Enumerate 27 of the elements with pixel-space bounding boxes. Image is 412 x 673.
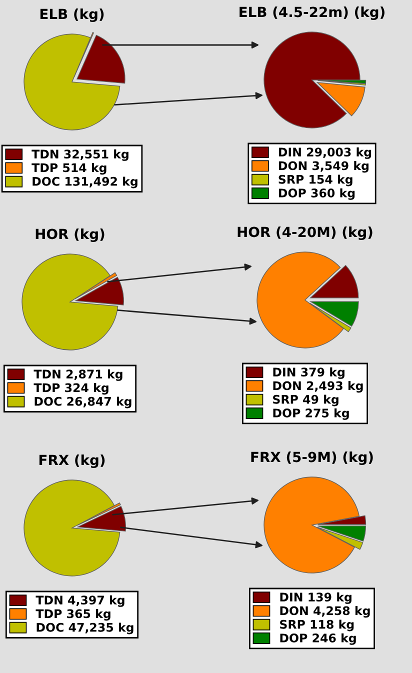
legend-label: DOP 246 kg xyxy=(280,633,356,645)
legend-label: SRP 154 kg xyxy=(278,174,352,186)
legend-label: TDP 324 kg xyxy=(34,383,108,395)
legend-label: SRP 118 kg xyxy=(280,620,354,632)
chart-title: HOR (kg) xyxy=(36,228,104,242)
chart-title: HOR (4-20M) (kg) xyxy=(238,226,372,240)
legend-label: DIN 139 kg xyxy=(280,592,352,604)
legend-label: TDN 2,871 kg xyxy=(34,369,122,381)
legend-label: DOC 47,235 kg xyxy=(36,622,134,634)
legend-label: DOP 360 kg xyxy=(278,188,355,200)
chart-title: ELB (kg) xyxy=(40,8,104,22)
legend-label: SRP 49 kg xyxy=(273,394,338,406)
legend-label: TDP 365 kg xyxy=(36,609,110,621)
legend-label: TDP 514 kg xyxy=(32,163,106,175)
legend-label: DOC 131,492 kg xyxy=(32,176,138,188)
chart-title: FRX (5-9M) (kg) xyxy=(251,451,373,465)
legend-label: TDN 32,551 kg xyxy=(32,149,128,161)
legend-label: DON 3,549 kg xyxy=(278,161,368,173)
chart-title: ELB (4.5-22m) (kg) xyxy=(240,6,384,20)
legend-label: DIN 29,003 kg xyxy=(278,147,372,159)
legend-label: DON 2,493 kg xyxy=(273,381,363,393)
legend-label: DOP 275 kg xyxy=(273,408,349,420)
legend-label: DOC 26,847 kg xyxy=(34,396,132,408)
legend-label: DON 4,258 kg xyxy=(280,606,370,618)
legend-label: DIN 379 kg xyxy=(273,367,344,379)
chart-title: FRX (kg) xyxy=(39,454,105,468)
legend-label: TDN 4,397 kg xyxy=(36,595,124,607)
